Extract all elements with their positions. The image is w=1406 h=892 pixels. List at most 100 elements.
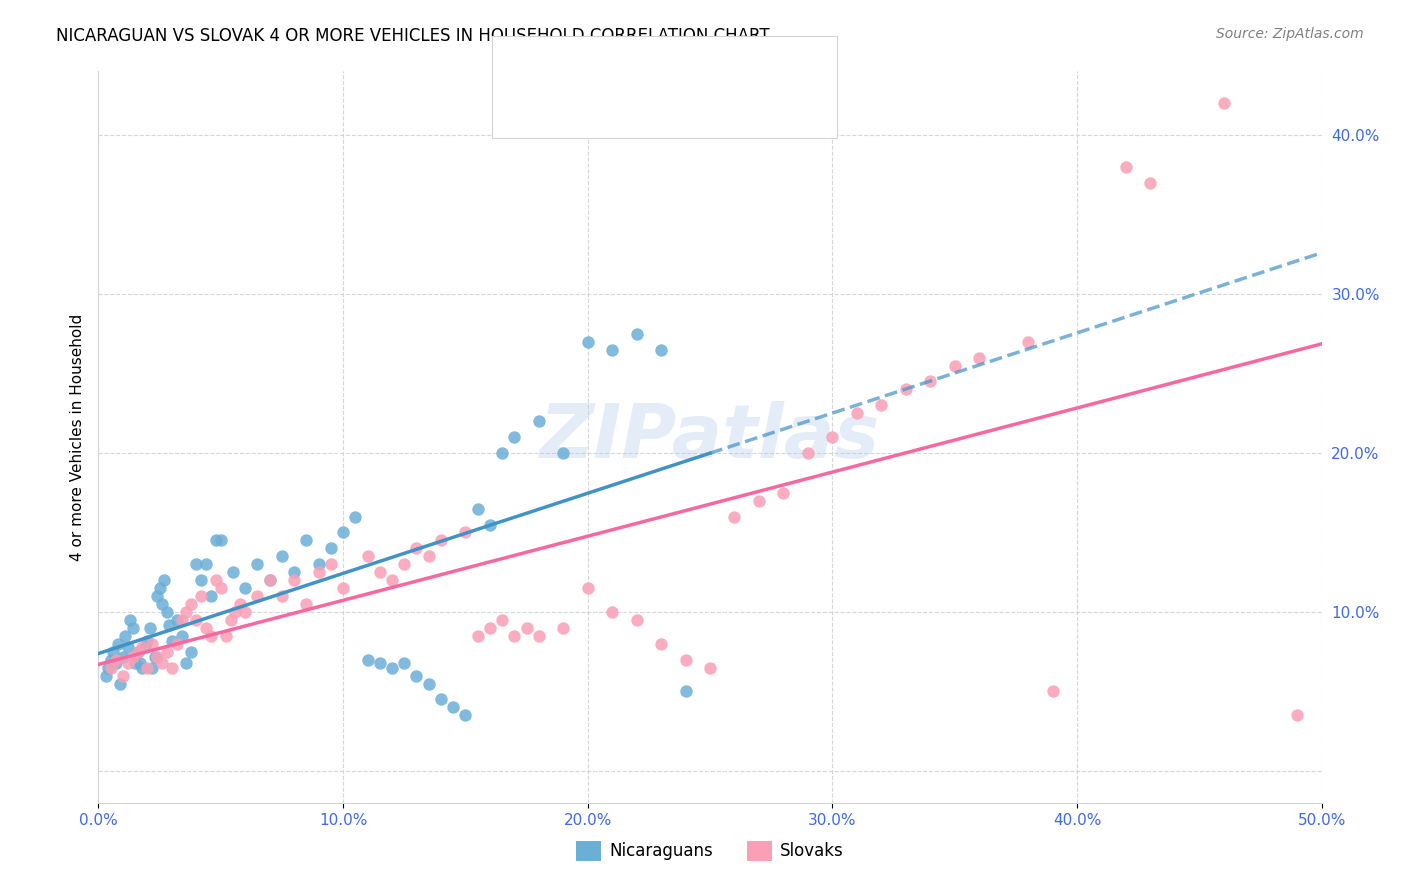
Point [503,629,526,643]
Point [141,637,163,651]
Point [156,645,179,659]
Point [190,589,212,603]
Point [797,446,820,460]
Point [675,684,697,698]
Text: N = 69: N = 69 [689,60,756,78]
Point [368,566,391,580]
Point [136,660,159,674]
Y-axis label: 4 or more Vehicles in Household: 4 or more Vehicles in Household [69,313,84,561]
Text: NICARAGUAN VS SLOVAK 4 OR MORE VEHICLES IN HOUSEHOLD CORRELATION CHART: NICARAGUAN VS SLOVAK 4 OR MORE VEHICLES … [56,27,770,45]
Point [626,613,648,627]
Point [97,660,120,674]
Point [319,541,342,556]
Point [699,660,721,674]
Point [149,581,172,595]
Point [131,660,153,674]
Point [139,621,162,635]
Point [180,645,202,659]
Point [441,700,464,714]
Point [157,617,180,632]
Point [146,589,169,603]
Point [233,581,256,595]
Point [626,326,648,341]
Point [117,640,139,654]
Point [259,573,281,587]
Point [186,613,208,627]
Point [430,692,453,706]
Point [650,637,672,651]
Point [527,414,550,428]
Point [224,605,246,619]
Point [527,629,550,643]
Point [1286,708,1309,723]
Point [405,668,427,682]
Point [134,640,156,654]
Point [233,605,256,619]
Point [283,566,305,580]
Point [430,533,453,548]
Point [332,581,354,595]
Point [478,621,501,635]
Point [229,597,252,611]
Point [283,573,305,587]
Point [418,676,440,690]
Point [100,653,122,667]
Point [146,649,169,664]
Point [270,549,294,564]
Point [295,533,318,548]
Point [308,558,330,572]
Point [454,525,477,540]
Point [180,597,202,611]
Point [141,660,163,674]
Point [209,581,232,595]
Point [200,589,222,603]
Point [104,656,127,670]
Point [127,645,149,659]
Point [920,375,942,389]
Point [246,558,269,572]
Point [143,649,166,664]
Point [205,533,228,548]
Point [894,383,917,397]
Point [101,645,124,659]
Point [110,676,132,690]
Point [368,656,391,670]
Point [117,656,139,670]
Point [1017,334,1039,349]
Point [454,708,477,723]
Point [121,621,143,635]
Point [121,649,143,664]
Point [870,398,893,412]
Point [503,430,526,444]
Point [120,613,142,627]
Point [392,558,416,572]
Point [344,509,367,524]
Point [553,621,575,635]
Point [650,343,672,357]
Point [246,589,269,603]
Point [356,653,378,667]
Point [295,597,318,611]
Point [381,660,404,674]
Point [200,629,222,643]
Point [94,668,117,682]
Point [205,573,228,587]
Text: R = 0.553: R = 0.553 [546,97,636,115]
Point [967,351,990,365]
Point [491,613,513,627]
Point [209,533,232,548]
Point [405,541,427,556]
Point [748,493,770,508]
Point [845,406,868,420]
Point [943,359,966,373]
Point [104,653,127,667]
Point [190,573,212,587]
Point [576,581,599,595]
Point [131,640,153,654]
Point [259,573,281,587]
Point [124,656,146,670]
Point [467,629,489,643]
Point [195,558,218,572]
Point [392,656,416,670]
Point [515,621,537,635]
